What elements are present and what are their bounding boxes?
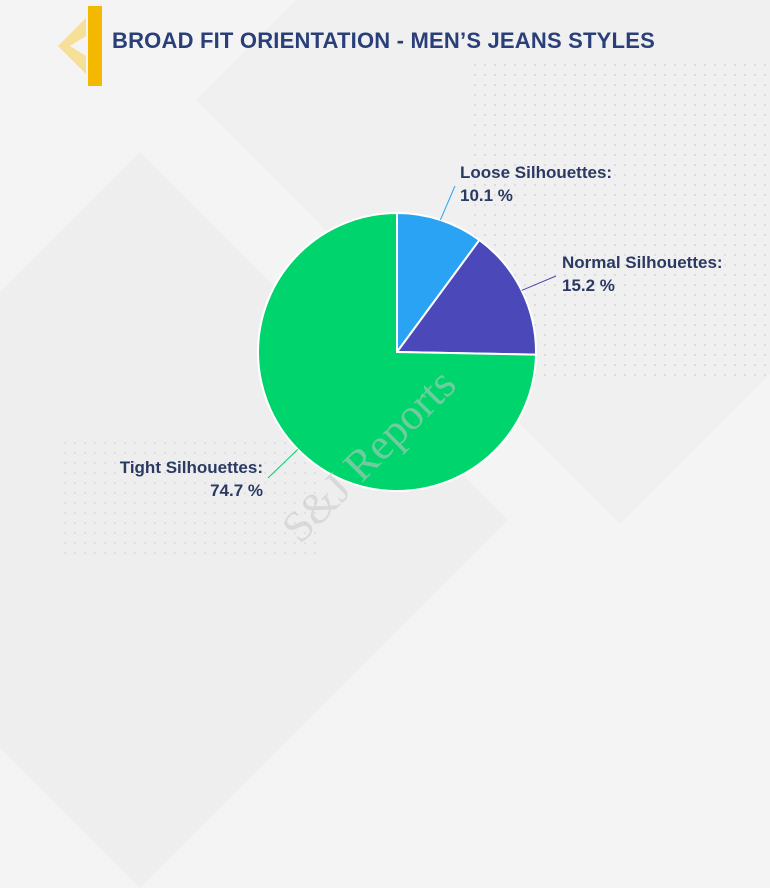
leader-line-loose: [439, 185, 456, 221]
slice-value-normal: 15.2 %: [562, 276, 615, 295]
leader-line-tight: [267, 448, 299, 479]
pie-slice-tight: [257, 211, 537, 492]
page-title: BROAD FIT ORIENTATION - MEN’S JEANS STYL…: [112, 28, 655, 53]
pie-chart: Loose Silhouettes: 10.1 % Normal Silhouett…: [120, 163, 723, 552]
slice-label-normal: Normal Silhouettes:: [562, 253, 723, 272]
leader-line-normal: [521, 275, 557, 291]
background-dots: [60, 438, 320, 558]
brand-chevron-icon: [58, 6, 102, 86]
pie-slice-loose: [396, 211, 481, 356]
slice-label-tight: Tight Silhouettes:: [120, 458, 263, 477]
slice-label-loose: Loose Silhouettes:: [460, 163, 612, 182]
pie-slice-normal: [395, 238, 537, 356]
slice-value-tight: 74.7 %: [210, 481, 263, 500]
slice-value-loose: 10.1 %: [460, 186, 513, 205]
